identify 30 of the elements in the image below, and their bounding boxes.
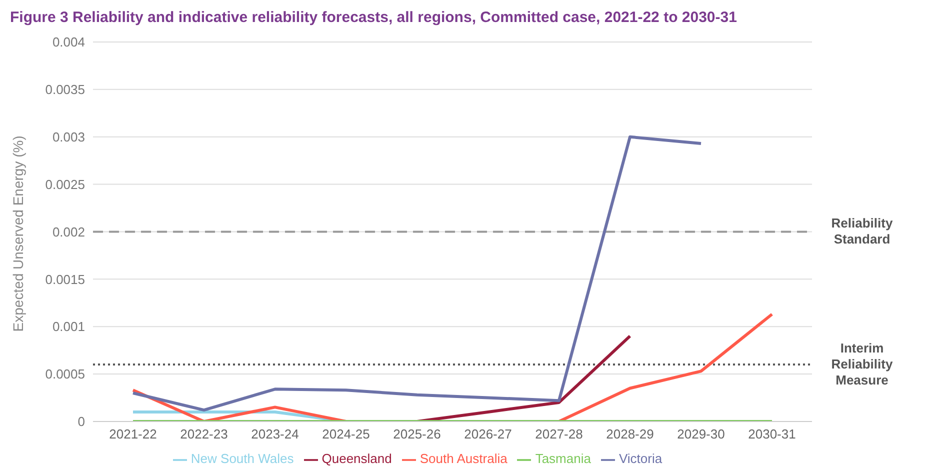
legend-label: Tasmania bbox=[535, 451, 591, 466]
x-tick-label: 2022-23 bbox=[180, 426, 228, 442]
x-tick-label: 2025-26 bbox=[393, 426, 441, 442]
x-tick-label: 2026-27 bbox=[464, 426, 512, 442]
x-tick-label: 2024-25 bbox=[322, 426, 370, 442]
y-tick-label: 0.0025 bbox=[45, 176, 85, 192]
chart-title: Figure 3 Reliability and indicative reliability forecasts, all regions, Committed case, 2021-22 to 2030-31 bbox=[9, 8, 738, 28]
legend-label: New South Wales bbox=[190, 451, 294, 466]
y-tick-label: 0.002 bbox=[52, 224, 85, 240]
y-tick-label: 0 bbox=[78, 414, 85, 430]
x-tick-label: 2029-30 bbox=[677, 426, 725, 442]
y-axis-title: Expected Unserved Energy (%) bbox=[10, 136, 26, 332]
legend-label: South Australia bbox=[420, 451, 508, 466]
legend-label: Victoria bbox=[618, 451, 662, 466]
legend-label: Queensland bbox=[322, 451, 392, 466]
y-tick-label: 0.004 bbox=[52, 34, 85, 50]
y-tick-label: 0.001 bbox=[52, 319, 85, 334]
line-series bbox=[132, 135, 702, 412]
x-tick-label: 2027-28 bbox=[535, 426, 583, 442]
y-tick-label: 0.003 bbox=[52, 129, 85, 144]
x-tick-label: 2028-29 bbox=[606, 426, 654, 442]
x-tick-label: 2023-24 bbox=[251, 426, 299, 442]
x-tick-label: 2030-31 bbox=[748, 426, 796, 442]
y-tick-label: 0.0035 bbox=[45, 82, 85, 98]
y-tick-label: 0.0015 bbox=[45, 272, 85, 287]
ref-line-label: Interim Reliability Measure bbox=[831, 340, 894, 388]
x-tick-label: 2021-22 bbox=[109, 426, 157, 442]
ref-line-label: Reliability Standard bbox=[831, 216, 894, 247]
line-series bbox=[416, 334, 632, 422]
y-tick-label: 0.0005 bbox=[45, 366, 85, 382]
